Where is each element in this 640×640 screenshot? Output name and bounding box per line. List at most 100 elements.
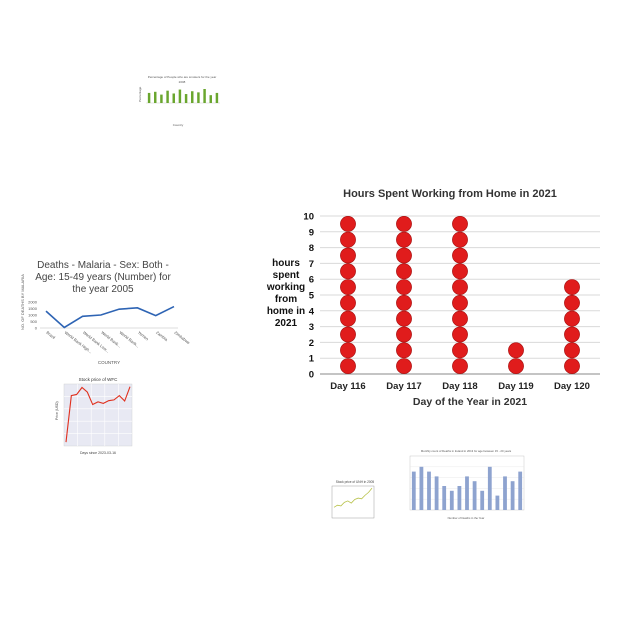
data-dot (340, 342, 356, 359)
bar (472, 481, 477, 510)
data-dot (452, 231, 468, 248)
x-tick-label: Yemen (137, 330, 150, 342)
x-axis-label: Number of Deaths in the Year (448, 516, 485, 520)
bar (160, 94, 163, 103)
data-dot (396, 247, 412, 264)
y-tick-label: 7 (309, 259, 314, 270)
y-tick-label: 2 (309, 338, 314, 349)
bar (154, 91, 157, 103)
data-dot (508, 342, 524, 359)
bar (503, 476, 507, 510)
data-dot (564, 326, 580, 343)
data-dot (396, 263, 412, 280)
chart-title: Stock price of WFC (79, 377, 119, 382)
data-dot (452, 247, 468, 264)
data-dot (396, 358, 412, 374)
x-axis-label: Country (173, 123, 184, 127)
data-dot (340, 358, 356, 374)
data-dot (508, 358, 524, 374)
bar (209, 95, 212, 103)
y-tick-label: 1000 (28, 313, 38, 318)
bar (184, 94, 188, 103)
main-chart-x-axis-label: Day of the Year in 2021 (412, 396, 528, 408)
plot-area (331, 485, 375, 519)
y-tick-label: 4 (309, 306, 315, 317)
x-tick-label: Day 119 (498, 381, 533, 392)
bar (487, 466, 492, 510)
x-tick-label: Day 117 (386, 381, 421, 392)
y-tick-label: 6 (309, 275, 314, 286)
data-dot (396, 294, 412, 311)
bar (510, 481, 515, 510)
x-tick-label: Day 116 (330, 381, 365, 392)
data-dot (396, 279, 412, 295)
data-dot (452, 358, 468, 374)
bar (191, 91, 194, 103)
x-tick-label: Day 120 (554, 381, 590, 392)
data-dot (340, 279, 356, 295)
wfc-series-line (65, 386, 131, 443)
bar (495, 495, 500, 510)
x-axis-label: COUNTRY (98, 360, 120, 365)
data-dot (396, 342, 412, 359)
data-dot (340, 310, 356, 327)
data-dot (452, 215, 468, 232)
bar (465, 476, 469, 510)
y-tick-label: 0 (309, 370, 314, 381)
data-dot (452, 279, 468, 295)
y-tick-label: 5 (309, 291, 315, 302)
bar (449, 490, 454, 510)
malaria-series-line (45, 305, 175, 329)
y-axis-label: Price (USD) (55, 401, 59, 420)
bar (215, 92, 219, 103)
bar (480, 490, 485, 510)
main-chart-title: Hours Spent Working from Home in 2021 (343, 188, 557, 200)
bar (442, 486, 447, 510)
x-tick-label: Brazil (45, 330, 56, 340)
y-tick-label: 9 (309, 227, 314, 238)
data-dot (396, 310, 412, 327)
bar (457, 486, 462, 510)
data-dot (396, 326, 412, 343)
chart-title: Monthly count of Deaths in Ireland in 20… (421, 449, 512, 453)
chart-title: Percentage of People who are smokers for… (148, 75, 217, 79)
y-tick-label: 2000 (28, 300, 38, 305)
data-dot (452, 310, 468, 327)
data-dot (452, 294, 468, 311)
bar (147, 92, 151, 103)
bar (518, 471, 523, 510)
bar (172, 93, 175, 103)
unh-series-line (333, 487, 373, 508)
chart-title: Stock price of UNH in 2005 (336, 480, 375, 484)
malaria-chart-title: Deaths - Malaria - Sex: Both - Age: 15-4… (35, 260, 171, 295)
data-dot (452, 326, 468, 343)
bar (203, 89, 206, 103)
bar (419, 466, 424, 510)
bar (434, 476, 439, 510)
y-axis-label: NO. OF DEATHS BY MALARIA (20, 274, 25, 330)
data-dot (564, 310, 580, 327)
data-dot (396, 231, 412, 248)
y-tick-label: 8 (309, 243, 314, 254)
bar (411, 471, 416, 510)
data-dot (452, 263, 468, 280)
x-tick-label: Day 118 (442, 381, 477, 392)
y-tick-label: 1 (309, 354, 315, 365)
main-chart-y-axis-label: hours spent working from home in 2021 (266, 258, 306, 329)
bar (178, 89, 182, 103)
y-tick-label: 1500 (28, 306, 38, 311)
y-tick-label: 500 (30, 319, 37, 324)
data-dot (340, 263, 356, 280)
bar (166, 90, 169, 103)
data-dot (564, 342, 580, 359)
y-axis-label: Percentage (138, 86, 142, 102)
data-dot (452, 342, 468, 359)
bar (427, 471, 431, 510)
chart-subtitle: 2008 (179, 80, 186, 84)
